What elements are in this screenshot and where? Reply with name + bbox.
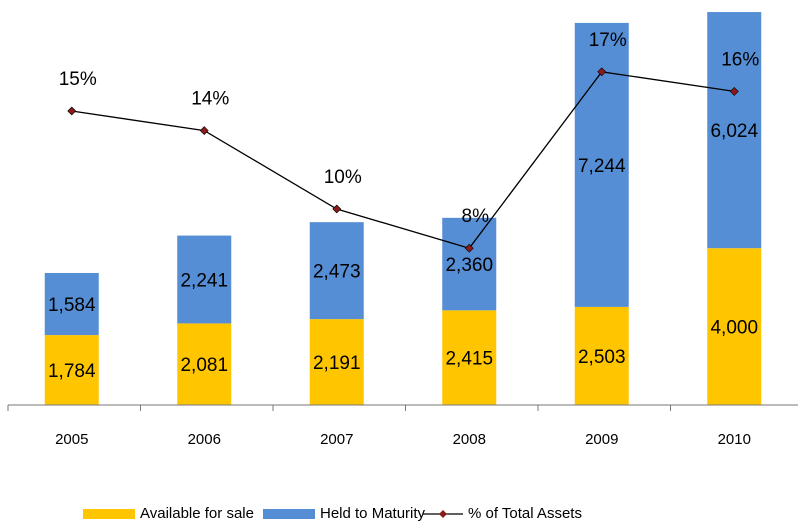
data-label: 2,503 (578, 347, 626, 368)
bar-segment (707, 248, 762, 405)
bar-segment (177, 323, 232, 405)
x-tick-label: 2008 (453, 431, 486, 448)
line-marker (67, 106, 77, 116)
x-tick-label: 2006 (188, 431, 221, 448)
bar-segment (44, 335, 99, 405)
data-label: 14% (191, 89, 229, 110)
legend-label: Held to Maturity (320, 505, 426, 522)
data-label: 6,024 (710, 121, 758, 142)
data-label: 2,191 (313, 353, 361, 374)
line-marker (597, 67, 607, 77)
data-label: 4,000 (710, 318, 758, 339)
legend-label: Available for sale (140, 505, 254, 522)
data-label: 2,473 (313, 262, 361, 283)
data-label: 1,784 (48, 361, 96, 382)
legend-marker (439, 510, 447, 518)
data-label: 15% (59, 69, 97, 90)
data-label: 10% (324, 167, 362, 188)
line-marker (199, 126, 209, 136)
data-label: 8% (462, 206, 490, 227)
bar-segment (177, 235, 232, 324)
data-label: 17% (589, 30, 627, 51)
data-label: 2,081 (180, 355, 228, 376)
bar-segment (44, 272, 99, 336)
bar-segment (574, 306, 629, 405)
line-marker (729, 86, 739, 96)
bar-segment (309, 222, 364, 320)
line-marker (464, 243, 474, 253)
legend-label: % of Total Assets (468, 505, 582, 522)
x-tick-label: 2005 (55, 431, 88, 448)
line (71, 71, 735, 249)
data-label: 2,415 (445, 349, 493, 370)
data-label: 7,244 (578, 156, 626, 177)
bar-segment (442, 310, 497, 405)
line-marker (332, 204, 342, 214)
bar-segment (309, 319, 364, 405)
legend-swatch (263, 509, 315, 519)
x-tick-label: 2010 (718, 431, 751, 448)
bar-segment (707, 12, 762, 249)
bar-segment (442, 217, 497, 311)
data-label: 1,584 (48, 295, 96, 316)
x-tick-label: 2007 (320, 431, 353, 448)
data-label: 2,241 (180, 271, 228, 292)
data-label: 16% (721, 49, 759, 70)
data-label: 2,360 (445, 255, 493, 276)
legend-swatch (83, 509, 135, 519)
x-tick-label: 2009 (585, 431, 618, 448)
